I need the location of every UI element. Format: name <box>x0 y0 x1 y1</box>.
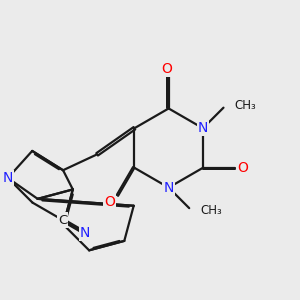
Text: O: O <box>104 195 115 209</box>
Text: N: N <box>198 121 208 135</box>
Text: N: N <box>3 171 13 185</box>
Text: O: O <box>161 62 172 76</box>
Text: C: C <box>58 214 67 226</box>
Text: N: N <box>80 226 90 240</box>
Text: CH₃: CH₃ <box>200 204 222 217</box>
Text: CH₃: CH₃ <box>234 99 256 112</box>
Text: O: O <box>237 161 248 175</box>
Text: N: N <box>164 181 174 195</box>
